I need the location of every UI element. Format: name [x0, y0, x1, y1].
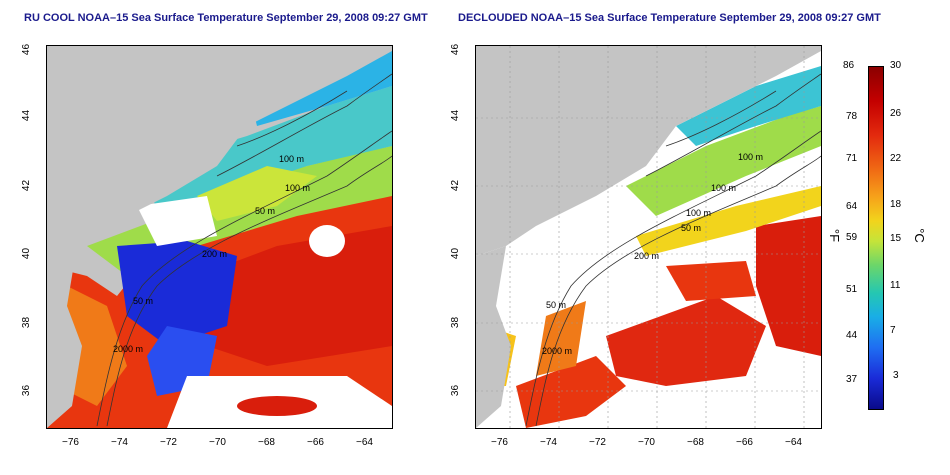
lat-tick: 42 — [450, 179, 462, 192]
fahrenheit-tick: 44 — [846, 330, 858, 341]
fahrenheit-unit-label: °F — [827, 228, 843, 243]
lat-tick: 38 — [21, 316, 33, 329]
contour-label: 100 m — [285, 183, 311, 193]
lon-tick: −74 — [540, 437, 557, 448]
lat-tick: 44 — [21, 109, 33, 122]
contour-label: 100 m — [711, 183, 737, 193]
lon-tick: −64 — [356, 437, 373, 448]
lat-tick: 44 — [450, 109, 462, 122]
contour-label: 100 m — [738, 152, 764, 162]
right-map-title: DECLOUDED NOAA–15 Sea Surface Temperatur… — [458, 12, 881, 24]
contour-label: 200 m — [634, 251, 660, 261]
temperature-colorbar — [868, 66, 884, 410]
left-map-title: RU COOL NOAA–15 Sea Surface Temperature … — [24, 12, 428, 24]
lon-tick: −64 — [785, 437, 802, 448]
lon-tick: −74 — [111, 437, 128, 448]
lon-tick: −70 — [209, 437, 226, 448]
lon-tick: −66 — [736, 437, 753, 448]
fahrenheit-tick: 64 — [846, 201, 858, 212]
lat-tick: 46 — [450, 43, 462, 56]
right-sst-map: 100 m 100 m 100 m 50 m 200 m 50 m 2000 m — [475, 45, 822, 429]
celsius-tick: 3 — [893, 370, 899, 381]
contour-label: 100 m — [279, 154, 305, 164]
lon-tick: −72 — [589, 437, 606, 448]
lat-tick: 36 — [450, 384, 462, 397]
celsius-tick: 7 — [890, 325, 896, 336]
lat-tick: 38 — [450, 316, 462, 329]
lat-tick: 40 — [21, 247, 33, 260]
left-sst-map: 100 m 100 m 50 m 200 m 50 m 2000 m — [46, 45, 393, 429]
celsius-tick: 26 — [890, 108, 902, 119]
celsius-unit-label: °C — [911, 228, 927, 243]
fahrenheit-tick: 86 — [843, 60, 855, 71]
left-sst-image — [47, 46, 392, 428]
lon-tick: −66 — [307, 437, 324, 448]
fahrenheit-tick: 78 — [846, 111, 858, 122]
lon-tick: −70 — [638, 437, 655, 448]
lat-tick: 46 — [21, 43, 33, 56]
fahrenheit-tick: 71 — [846, 153, 858, 164]
lat-tick: 36 — [21, 384, 33, 397]
fahrenheit-tick: 51 — [846, 284, 858, 295]
celsius-tick: 18 — [890, 199, 902, 210]
contour-label: 50 m — [546, 300, 567, 310]
contour-label: 50 m — [681, 223, 702, 233]
fahrenheit-tick: 37 — [846, 374, 858, 385]
lon-tick: −72 — [160, 437, 177, 448]
fahrenheit-tick: 59 — [846, 232, 858, 243]
right-sst-image — [476, 46, 821, 428]
contour-label: 50 m — [133, 296, 154, 306]
celsius-tick: 15 — [890, 233, 902, 244]
lon-tick: −68 — [687, 437, 704, 448]
lon-tick: −68 — [258, 437, 275, 448]
contour-label: 2000 m — [113, 344, 144, 354]
contour-label: 2000 m — [542, 346, 573, 356]
celsius-tick: 11 — [890, 280, 901, 291]
contour-label: 200 m — [202, 249, 228, 259]
celsius-tick: 30 — [890, 60, 902, 71]
lat-tick: 42 — [21, 179, 33, 192]
lat-tick: 40 — [450, 247, 462, 260]
lon-tick: −76 — [491, 437, 508, 448]
lon-tick: −76 — [62, 437, 79, 448]
celsius-tick: 22 — [890, 153, 902, 164]
contour-label: 50 m — [255, 206, 276, 216]
contour-label: 100 m — [686, 208, 712, 218]
